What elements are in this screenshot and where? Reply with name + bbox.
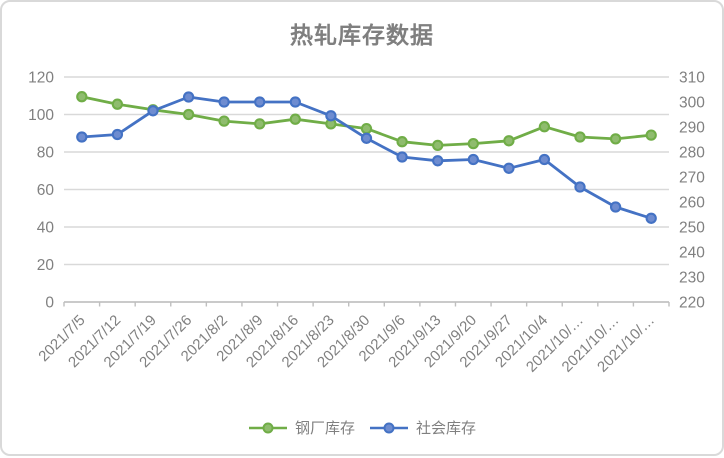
right-axis-tick-label: 310 bbox=[679, 70, 705, 87]
right-axis-tick-label: 240 bbox=[679, 245, 705, 262]
left-axis-tick-label: 100 bbox=[28, 107, 54, 124]
right-axis-tick-label: 270 bbox=[679, 170, 705, 187]
data-point-series-1 bbox=[609, 201, 622, 213]
right-axis-tick-label: 220 bbox=[679, 295, 705, 312]
right-axis-tick-label: 230 bbox=[679, 270, 705, 287]
data-point-series-1 bbox=[182, 91, 195, 103]
data-point-series-0 bbox=[574, 131, 586, 143]
data-point-series-1 bbox=[111, 128, 124, 141]
data-point-series-1 bbox=[432, 155, 444, 167]
data-point-series-0 bbox=[645, 129, 657, 141]
data-point-series-0 bbox=[467, 137, 479, 150]
data-point-series-1 bbox=[467, 153, 479, 166]
left-axis-tick-label: 0 bbox=[45, 295, 54, 312]
data-point-series-1 bbox=[538, 153, 551, 166]
legend-item-steel-mill-inventory: 钢厂库存 bbox=[248, 417, 355, 438]
chart-title: 热轧库存数据 bbox=[290, 22, 434, 48]
data-point-series-1 bbox=[645, 212, 657, 224]
right-axis-tick-label: 300 bbox=[679, 95, 705, 112]
left-axis-tick-label: 40 bbox=[37, 220, 55, 237]
data-point-series-1 bbox=[218, 96, 230, 108]
data-point-series-0 bbox=[503, 135, 515, 147]
data-point-series-0 bbox=[432, 139, 444, 152]
data-point-series-1 bbox=[325, 110, 337, 122]
right-axis-tick-label: 260 bbox=[679, 195, 705, 212]
right-axis-tick-label: 280 bbox=[679, 145, 705, 162]
data-point-series-0 bbox=[182, 108, 195, 121]
legend-label-steel-mill-inventory: 钢厂库存 bbox=[294, 420, 355, 437]
left-axis-tick-label: 60 bbox=[37, 182, 55, 199]
legend-item-social-inventory: 社会库存 bbox=[369, 417, 476, 438]
left-axis-tick-label: 80 bbox=[37, 145, 55, 162]
right-axis-tick-label: 250 bbox=[679, 220, 705, 237]
data-point-series-1 bbox=[574, 181, 586, 193]
left-axis-tick-label: 20 bbox=[37, 257, 55, 274]
social-series-swatch-icon bbox=[370, 422, 408, 433]
legend: 钢厂库存 社会库存 bbox=[2, 417, 722, 438]
data-point-series-0 bbox=[396, 136, 408, 148]
steel-mill-series-swatch-icon bbox=[248, 422, 287, 433]
data-point-series-0 bbox=[254, 118, 266, 130]
data-point-series-1 bbox=[396, 151, 408, 163]
data-point-series-0 bbox=[76, 91, 88, 103]
data-point-series-1 bbox=[254, 96, 266, 108]
data-point-series-1 bbox=[360, 132, 373, 144]
data-point-series-0 bbox=[289, 113, 301, 125]
data-point-series-1 bbox=[76, 131, 88, 143]
data-point-series-0 bbox=[218, 115, 230, 127]
data-point-series-1 bbox=[147, 105, 159, 117]
right-axis-tick-label: 290 bbox=[679, 120, 705, 137]
data-point-series-0 bbox=[538, 121, 551, 133]
data-point-series-0 bbox=[609, 133, 622, 145]
data-point-series-1 bbox=[503, 162, 515, 174]
legend-label-social-inventory: 社会库存 bbox=[416, 420, 477, 437]
data-point-series-0 bbox=[111, 98, 124, 110]
data-point-series-1 bbox=[289, 96, 301, 108]
left-axis-tick-label: 120 bbox=[28, 70, 54, 87]
data-point-series-0 bbox=[360, 122, 373, 135]
